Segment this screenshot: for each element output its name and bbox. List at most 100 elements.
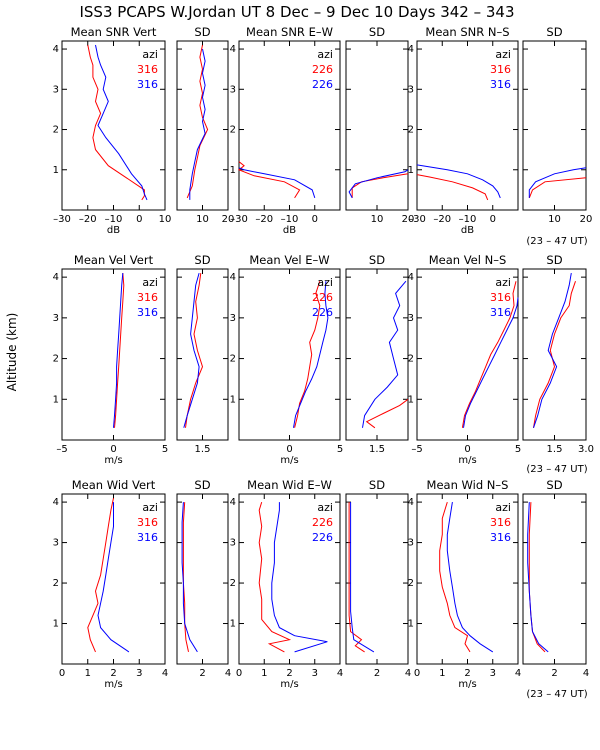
panel-8: SD 1.5 (176, 253, 229, 455)
series-line-blue-316 (527, 502, 549, 653)
panel-frame (345, 268, 409, 441)
panel-2: SD 10 20 (176, 25, 235, 225)
x-tick-label: –30 (53, 214, 71, 225)
panel-title: SD (369, 25, 385, 39)
legend-header: azi (317, 501, 333, 514)
panel-title: SD (546, 478, 562, 492)
legend-entry-red: 226 (312, 291, 333, 304)
series-line-blue-316 (416, 164, 501, 199)
panel-frame (176, 493, 229, 665)
legend-header: azi (495, 48, 511, 61)
series-line-red-226 (238, 161, 301, 199)
legend-entry-blue: 226 (312, 531, 333, 544)
panel-title: Mean Wid Vert (72, 478, 156, 492)
x-tick-label: 10 (371, 214, 384, 225)
y-tick-label: 2 (53, 125, 59, 136)
x-axis-label: m/s (104, 455, 122, 466)
y-tick-label: 1 (230, 165, 236, 176)
y-axis-label: Altitude (km) (5, 313, 19, 392)
x-tick-label: 4 (225, 668, 231, 679)
legend-entry-blue: 226 (312, 78, 333, 91)
legend-entry-blue: 316 (490, 78, 511, 91)
series-line-blue-226 (271, 502, 328, 653)
series-line-blue-316 (181, 502, 198, 653)
series-line-red-316 (528, 502, 546, 653)
legend-header: azi (495, 276, 511, 289)
x-tick-label: 2 (374, 668, 380, 679)
y-tick-label: 3 (53, 313, 59, 324)
panel-6: SD 10 20 (522, 25, 592, 225)
legend-entry-red: 316 (490, 516, 511, 529)
legend-header: azi (495, 501, 511, 514)
y-tick-label: 1 (230, 619, 236, 630)
y-tick-label: 1 (53, 165, 59, 176)
x-tick-label: 0 (286, 444, 292, 455)
x-tick-label: 5 (337, 444, 343, 455)
y-tick-label: 3 (53, 84, 59, 95)
legend-entry-red: 226 (312, 516, 333, 529)
panel-frame (522, 40, 587, 211)
series-line-blue-226 (293, 281, 329, 428)
panel-frame (176, 268, 229, 441)
x-tick-label: –5 (411, 444, 422, 455)
panel-7: Mean Vel Vert –5 0 5 m/s 1 2 3 4 azi 316 316 (53, 253, 169, 466)
panel-title: SD (194, 25, 210, 39)
y-tick-label: 3 (408, 84, 414, 95)
x-tick-label: 1 (439, 668, 445, 679)
y-tick-label: 3 (408, 313, 414, 324)
series-line-blue-316 (446, 502, 494, 653)
y-tick-label: 4 (53, 272, 59, 283)
y-tick-label: 2 (408, 354, 414, 365)
panel-title: SD (194, 478, 210, 492)
legend-entry-blue: 226 (312, 306, 333, 319)
x-tick-label: 2 (286, 668, 292, 679)
x-tick-label: 1.5 (547, 444, 563, 455)
panel-title: SD (194, 253, 210, 267)
x-tick-label: –20 (433, 214, 451, 225)
series-line-red-316 (439, 501, 471, 653)
x-tick-label: 2 (464, 668, 470, 679)
panel-12: SD 1.5 3.0 (522, 253, 594, 455)
x-tick-label: 3 (490, 668, 496, 679)
panel-title: SD (546, 253, 562, 267)
x-tick-label: 4 (337, 668, 343, 679)
x-tick-label: –10 (459, 214, 477, 225)
panel-frame (522, 268, 587, 441)
x-tick-label: 20 (222, 214, 235, 225)
x-tick-label: 0 (490, 214, 496, 225)
y-tick-label: 3 (53, 538, 59, 549)
panel-14: SD 2 4 (176, 478, 231, 679)
y-tick-label: 4 (230, 272, 236, 283)
x-tick-label: 1.5 (369, 444, 385, 455)
series-line-blue-316 (533, 273, 572, 428)
series-line-red-316 (416, 174, 489, 201)
time-note-row1: (23 – 47 UT) (526, 236, 587, 247)
x-tick-label: 20 (402, 214, 415, 225)
panel-title: Mean Vel E–W (249, 253, 329, 267)
panel-13: Mean Wid Vert 0 1 2 3 4 m/s 1 2 3 4 azi 316 316 (53, 478, 169, 690)
series-line-blue-226 (350, 502, 375, 653)
x-tick-label: –30 (230, 214, 248, 225)
x-tick-label: 4 (515, 668, 521, 679)
y-tick-label: 3 (230, 84, 236, 95)
x-tick-label: 10 (196, 214, 209, 225)
y-tick-label: 2 (53, 354, 59, 365)
y-tick-label: 1 (53, 394, 59, 405)
x-tick-label: 0 (464, 444, 470, 455)
x-tick-label: 0 (110, 444, 116, 455)
y-tick-label: 4 (230, 44, 236, 55)
panel-title: Mean Wid E–W (247, 478, 332, 492)
y-tick-label: 2 (230, 354, 236, 365)
y-tick-label: 1 (408, 394, 414, 405)
panel-5: Mean SNR N–S –30 –20 –10 0 dB 1 2 3 4 azi 316 316 (408, 25, 519, 236)
legend-header: azi (317, 276, 333, 289)
y-tick-label: 1 (408, 619, 414, 630)
x-tick-label: 0 (236, 668, 242, 679)
x-tick-label: 0 (414, 668, 420, 679)
x-tick-label: –10 (105, 214, 123, 225)
series-line-blue-226 (348, 169, 409, 199)
x-tick-label: 0 (59, 668, 65, 679)
x-tick-label: 5 (515, 444, 521, 455)
y-tick-label: 3 (230, 538, 236, 549)
series-line-red-316 (528, 177, 587, 199)
